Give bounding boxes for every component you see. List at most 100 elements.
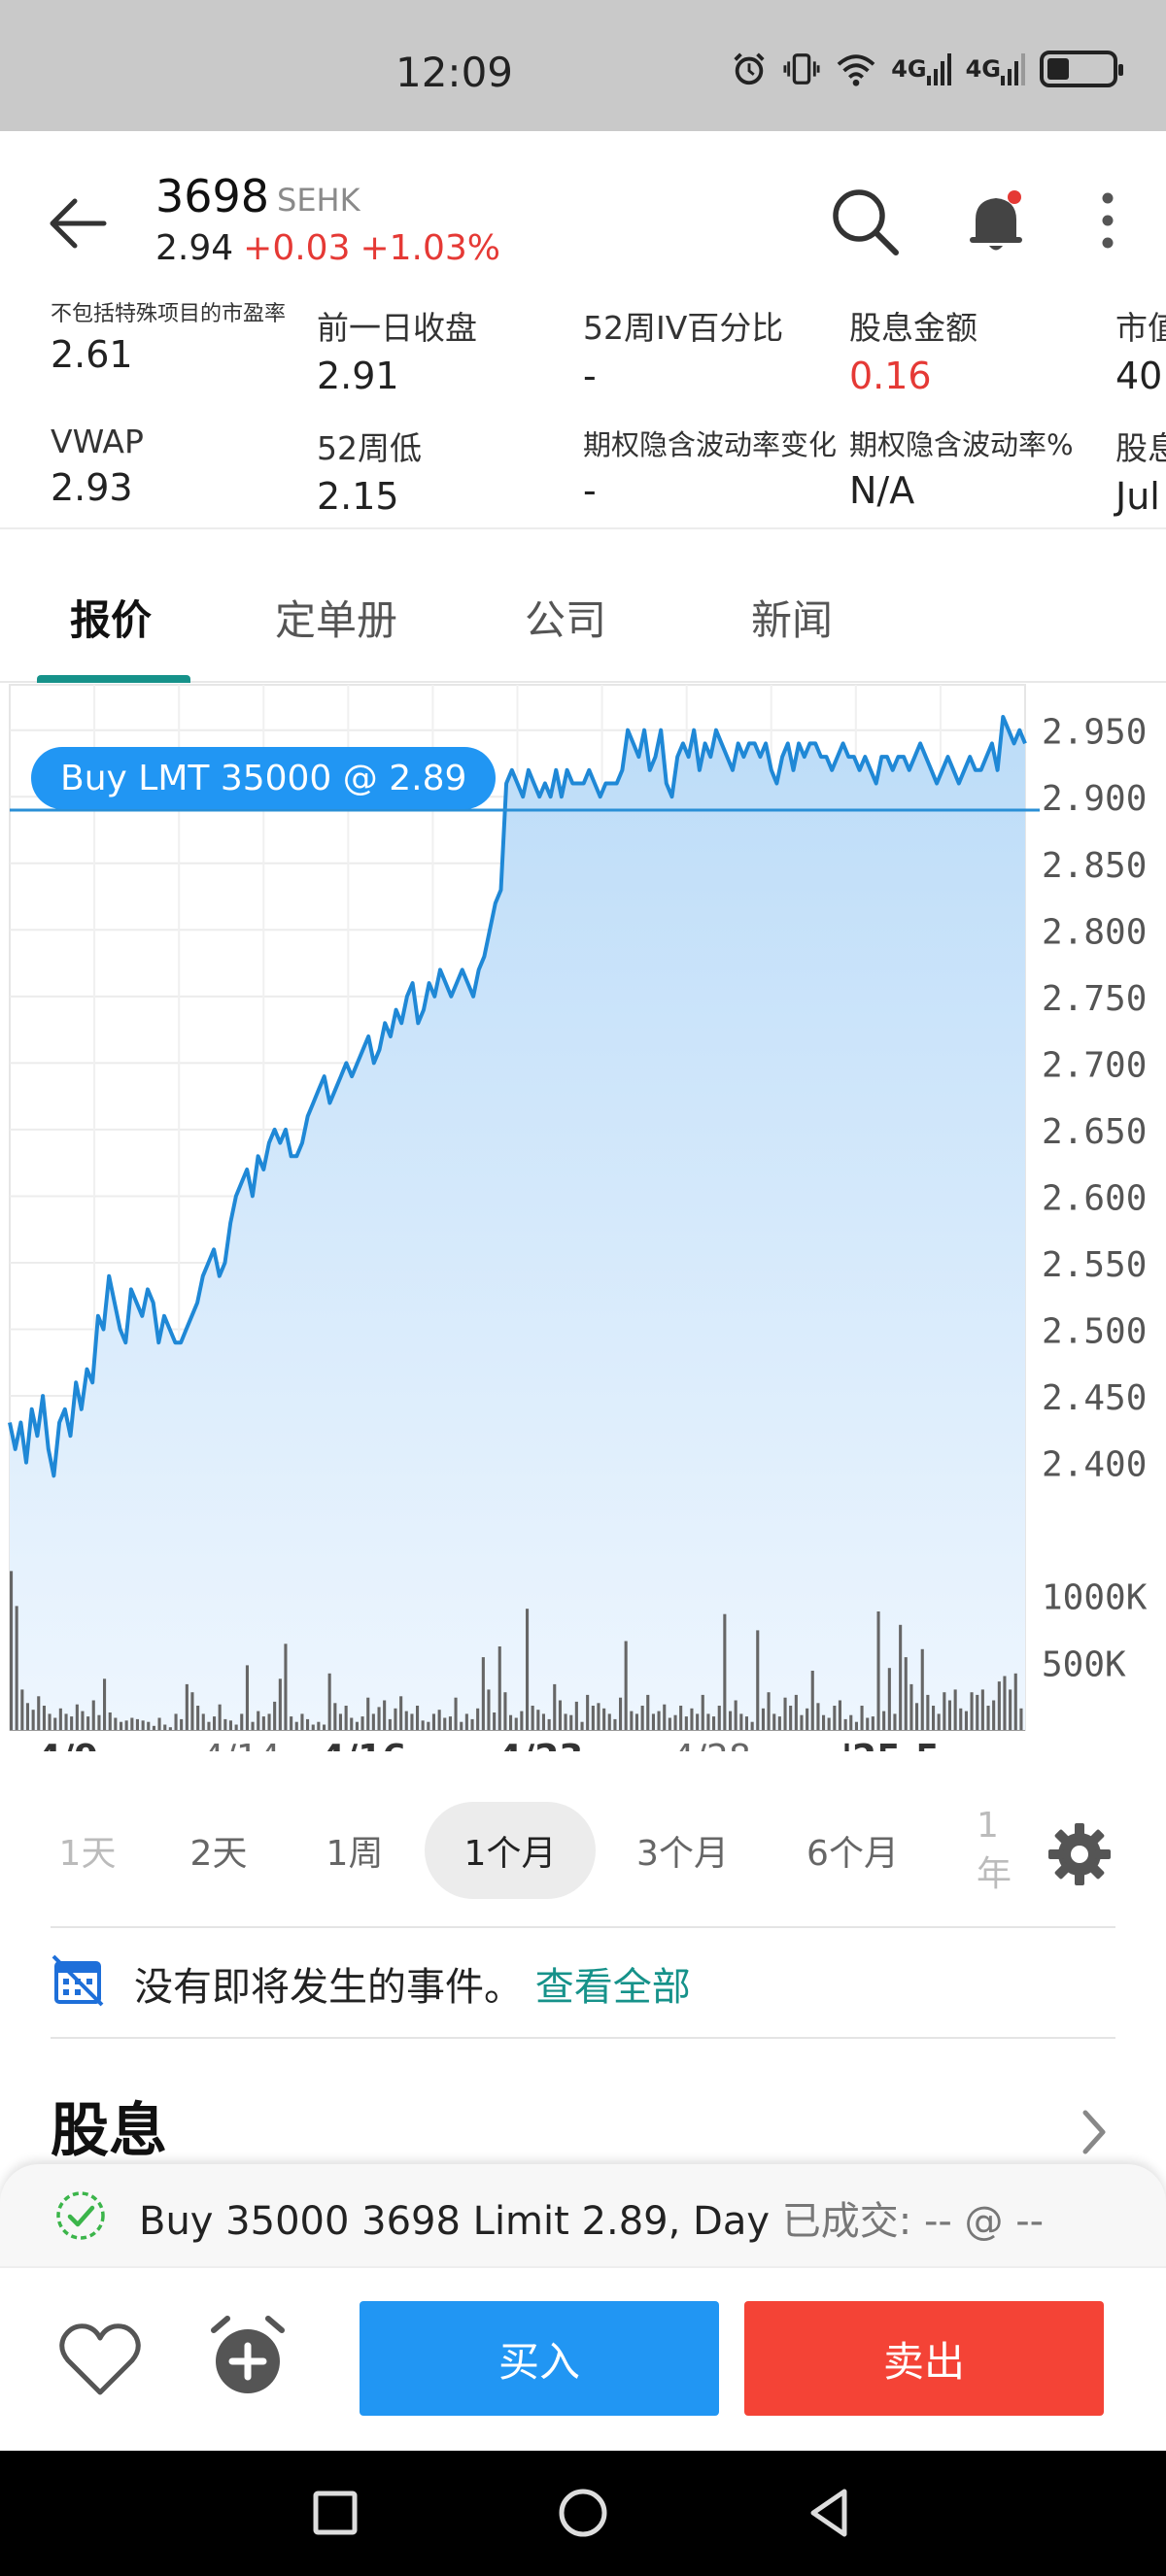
last-price: 2.94 — [155, 228, 234, 268]
volume-bar — [514, 1717, 518, 1730]
back-arrow-icon[interactable] — [44, 189, 112, 257]
order-status-bar[interactable]: Buy 35000 3698 Limit 2.89, Day 已成交: -- @… — [0, 2164, 1166, 2266]
range-1w[interactable]: 1周 — [326, 1834, 384, 1874]
volume-bar — [317, 1721, 321, 1730]
limit-order-pill[interactable]: Buy LMT 35000 @ 2.89 — [31, 747, 497, 809]
volume-bar — [157, 1717, 161, 1730]
x-tick-label: 4/9 — [37, 1738, 98, 1751]
gear-icon[interactable] — [1045, 1819, 1115, 1889]
volume-bar — [190, 1692, 194, 1730]
price-line — [8, 715, 1027, 1478]
divider — [51, 2037, 1115, 2039]
volume-bar — [228, 1720, 232, 1730]
volume-bar — [810, 1671, 814, 1730]
heart-icon[interactable] — [56, 2317, 144, 2404]
volume-bar — [366, 1697, 370, 1730]
view-all-link[interactable]: 查看全部 — [534, 1965, 691, 2010]
volume-bar — [294, 1721, 298, 1730]
sell-button[interactable]: 卖出 — [744, 2301, 1104, 2416]
recents-icon[interactable] — [304, 2482, 366, 2544]
volume-bar — [427, 1721, 430, 1730]
dividend-section-title[interactable]: 股息 — [51, 2097, 167, 2165]
range-1m[interactable]: 1个月 — [425, 1802, 596, 1899]
range-6m[interactable]: 6个月 — [806, 1834, 899, 1874]
volume-bar — [744, 1716, 748, 1730]
volume-bar — [437, 1710, 441, 1730]
range-1d[interactable]: 1天 — [58, 1834, 117, 1874]
price-tick-label: 2.950 — [1042, 713, 1147, 753]
tab-order-book[interactable]: 定单册 — [275, 596, 398, 644]
tab-news[interactable]: 新闻 — [751, 596, 834, 644]
add-alert-icon[interactable] — [204, 2313, 292, 2400]
bell-icon[interactable] — [962, 185, 1030, 257]
volume-bar — [849, 1714, 853, 1730]
volume-bar — [108, 1712, 112, 1730]
price-change: +0.03 — [243, 228, 351, 268]
volume-bar — [553, 1683, 557, 1730]
x-tick-label: 4/16 — [321, 1738, 406, 1751]
range-2d[interactable]: 2天 — [189, 1834, 248, 1874]
price-chart[interactable]: 2.950 2.900 2.850 2.800 2.750 2.700 2.650 2.600… — [0, 683, 1166, 1751]
range-3m[interactable]: 3个月 — [636, 1834, 729, 1874]
range-1y[interactable]: 1年 — [977, 1805, 1012, 1894]
volume-bar — [827, 1717, 831, 1730]
range-selector: 1天 2天 1周 1个月 3个月 6个月 1年 — [0, 1802, 1166, 1909]
volume-bar — [777, 1716, 781, 1730]
volume-bar — [163, 1724, 167, 1730]
price-tick-label: 2.400 — [1042, 1445, 1147, 1485]
price-change-pct: +1.03% — [360, 228, 501, 268]
tab-company[interactable]: 公司 — [525, 596, 607, 644]
volume-bar — [657, 1711, 661, 1730]
volume-bar — [460, 1721, 463, 1730]
volume-bar — [323, 1724, 326, 1730]
volume-bar — [130, 1717, 134, 1730]
tab-quote[interactable]: 报价 — [70, 596, 153, 644]
back-icon[interactable] — [800, 2482, 862, 2544]
status-icons: 4G 4G — [730, 51, 1123, 87]
volume-bar — [866, 1717, 870, 1730]
volume-bar — [371, 1713, 375, 1730]
calendar-off-icon — [51, 1954, 104, 2007]
volume-bar — [854, 1721, 858, 1730]
volume-bar — [245, 1665, 249, 1730]
volume-tick-label: 500K — [1042, 1645, 1126, 1685]
volume-bar — [1003, 1676, 1007, 1730]
volume-bar — [712, 1716, 716, 1730]
volume-bar — [120, 1721, 123, 1730]
volume-bar — [723, 1613, 727, 1730]
volume-bar — [360, 1716, 364, 1730]
metric-iv-percentile: 52周IV百分比 - — [583, 309, 784, 397]
volume-bar — [750, 1721, 754, 1730]
search-icon[interactable] — [828, 185, 901, 257]
volume-bar — [103, 1678, 107, 1730]
chevron-right-icon[interactable] — [1074, 2103, 1113, 2161]
volume-bar — [536, 1710, 540, 1730]
volume-bar — [893, 1713, 897, 1730]
more-vertical-icon[interactable] — [1088, 185, 1127, 257]
volume-bar — [487, 1689, 491, 1730]
volume-bar — [470, 1718, 474, 1730]
x-tick-label: '25-5 — [841, 1738, 940, 1751]
volume-bar — [448, 1716, 452, 1730]
quote-header: 3698 SEHK 2.94 +0.03 +1.03% — [0, 131, 1166, 301]
volume-bar — [915, 1703, 919, 1730]
volume-bar — [124, 1720, 128, 1730]
key-metrics: 不包括特殊项目的市盈率 2.61 前一日收盘 2.91 52周IV百分比 - 股息金额… — [0, 296, 1166, 529]
volume-bar — [597, 1703, 600, 1730]
signal-2-icon: 4G — [966, 51, 1026, 87]
vibrate-icon — [783, 53, 820, 85]
price-chart-svg[interactable]: 2.950 2.900 2.850 2.800 2.750 2.700 2.650 2.600… — [0, 683, 1166, 1751]
volume-bar — [431, 1713, 435, 1730]
volume-bar — [141, 1720, 145, 1730]
volume-bar — [634, 1713, 638, 1730]
volume-bar — [306, 1718, 310, 1730]
volume-bar — [926, 1694, 930, 1730]
home-icon[interactable] — [552, 2482, 614, 2544]
volume-bar — [800, 1714, 804, 1730]
buy-button[interactable]: 买入 — [360, 2301, 719, 2416]
system-nav-bar — [0, 2451, 1166, 2576]
price-area — [10, 717, 1025, 1730]
volume-bar — [613, 1718, 617, 1730]
volume-bar — [355, 1721, 359, 1730]
volume-bar — [185, 1683, 189, 1730]
